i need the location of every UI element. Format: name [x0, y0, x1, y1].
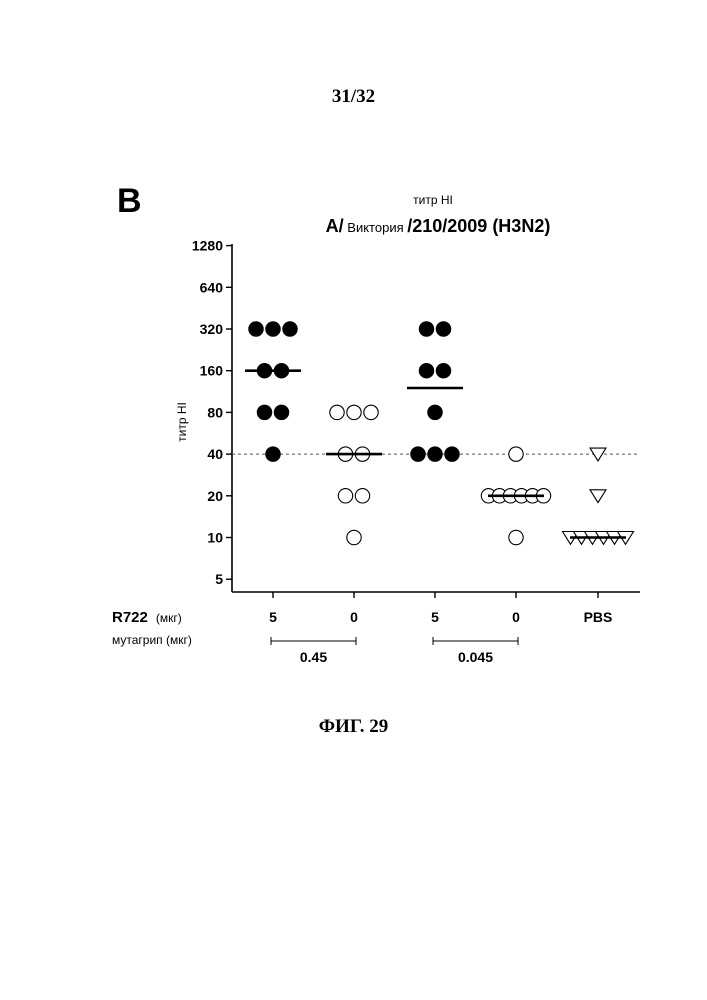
y-tick-label: 640: [200, 279, 224, 295]
chart-title: A/ Виктория /210/2009 (H3N2): [326, 216, 551, 236]
marks-layer: [245, 322, 634, 545]
data-point-filled: [419, 322, 433, 336]
y-axis-label: титр HI: [175, 402, 189, 442]
mutagrip-row-label: мутагрип (мкг): [112, 633, 192, 647]
data-point-filled: [411, 447, 425, 461]
r722-label: R722: [112, 609, 148, 626]
chart-title-part1: A/: [326, 216, 344, 236]
r722-unit: (мкг): [156, 611, 182, 625]
data-point-filled: [274, 405, 288, 419]
data-point-filled: [436, 322, 450, 336]
data-point-open: [355, 489, 369, 503]
chart-title-part3: /210/2009 (H3N2): [407, 216, 550, 236]
y-tick-label: 80: [207, 404, 223, 420]
titer-chart: титр HI A/ Виктория /210/2009 (H3N2) тит…: [0, 0, 707, 700]
r722-row-label: R722 (мкг): [112, 609, 182, 626]
y-tick-label: 10: [207, 530, 223, 546]
figure-caption: ФИГ. 29: [0, 716, 707, 738]
bracket-label: 0.045: [458, 649, 493, 665]
data-point-triangle: [590, 490, 606, 503]
data-point-open: [330, 405, 344, 419]
x-group-label: PBS: [584, 609, 613, 625]
data-point-open: [509, 447, 523, 461]
data-point-filled: [257, 405, 271, 419]
y-tick-label: 40: [207, 446, 223, 462]
chart-subtitle: титр HI: [413, 193, 453, 207]
data-point-filled: [436, 364, 450, 378]
y-tick-label: 20: [207, 488, 223, 504]
y-tick-label: 5: [215, 571, 223, 587]
y-tick-label: 320: [200, 321, 224, 337]
x-group-label: 0: [512, 609, 520, 625]
x-group-label: 5: [431, 609, 439, 625]
data-point-open: [347, 405, 361, 419]
data-point-filled: [249, 322, 263, 336]
data-point-open: [509, 530, 523, 544]
data-point-open: [338, 489, 352, 503]
bracket-label: 0.45: [300, 649, 327, 665]
data-point-open: [347, 530, 361, 544]
x-labels-layer: 5 0 5 0 PBS R722 (мкг) мутагрип (мкг) 0.45 0.045: [112, 609, 612, 665]
chart-title-part2: Виктория: [344, 220, 408, 235]
data-point-filled: [428, 405, 442, 419]
x-group-label: 0: [350, 609, 358, 625]
data-point-filled: [266, 322, 280, 336]
y-tick-label: 160: [200, 363, 224, 379]
data-point-filled: [419, 364, 433, 378]
data-point-open: [364, 405, 378, 419]
x-group-label: 5: [269, 609, 277, 625]
y-tick-label: 1280: [192, 238, 223, 254]
data-point-filled: [266, 447, 280, 461]
data-point-filled: [428, 447, 442, 461]
data-point-filled: [283, 322, 297, 336]
data-point-filled: [445, 447, 459, 461]
